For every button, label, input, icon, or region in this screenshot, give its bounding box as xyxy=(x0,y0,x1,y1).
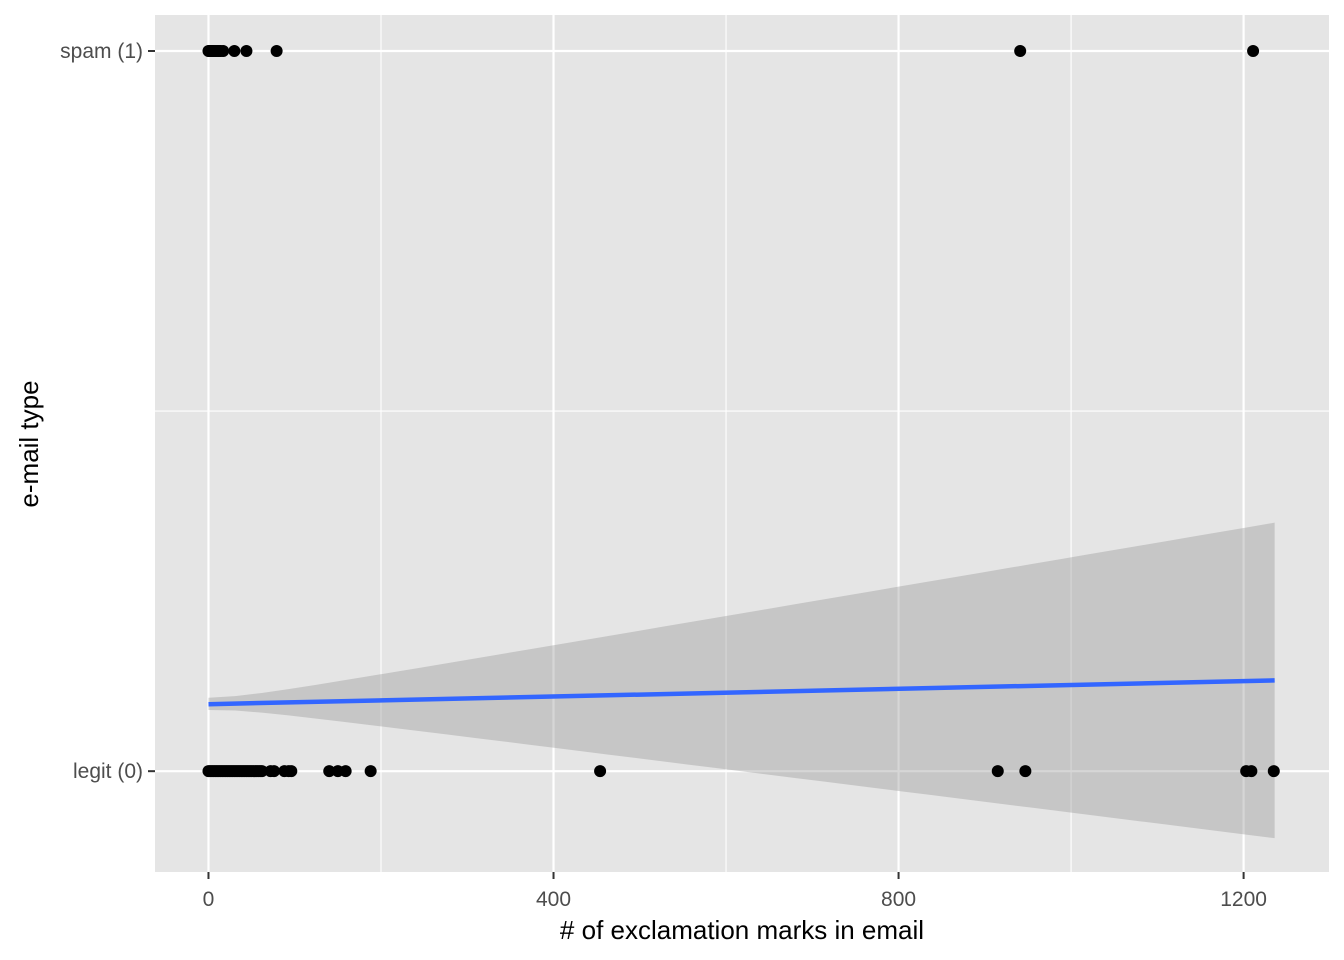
data-point xyxy=(364,765,377,778)
data-point xyxy=(1267,765,1280,778)
plot-panel xyxy=(155,15,1329,872)
y-axis-title: e-mail type xyxy=(14,380,44,507)
minor-gridlines xyxy=(155,15,1329,872)
data-point xyxy=(268,765,281,778)
data-point xyxy=(270,45,283,58)
data-point xyxy=(339,765,352,778)
x-axis-title: # of exclamation marks in email xyxy=(560,915,924,945)
data-point xyxy=(1245,765,1258,778)
confidence-band-layer xyxy=(208,522,1275,839)
data-point xyxy=(594,765,607,778)
data-point xyxy=(228,45,241,58)
data-point xyxy=(1247,45,1260,58)
x-tick-label: 400 xyxy=(536,888,571,911)
y-axis: legit (0) spam (1) xyxy=(60,40,155,783)
data-point xyxy=(240,45,253,58)
y-tick-label: spam (1) xyxy=(60,40,143,63)
data-point xyxy=(285,765,298,778)
data-point xyxy=(323,765,336,778)
x-tick-label: 1200 xyxy=(1220,888,1267,911)
x-axis: 0 400 800 1200 xyxy=(203,872,1267,911)
y-tick-label: legit (0) xyxy=(73,760,143,783)
major-gridlines xyxy=(155,15,1329,872)
data-point xyxy=(255,765,268,778)
data-point xyxy=(217,45,230,58)
data-point xyxy=(1019,765,1032,778)
data-points-layer xyxy=(202,45,1280,778)
confidence-band xyxy=(208,522,1275,839)
x-tick-label: 800 xyxy=(881,888,916,911)
data-point xyxy=(1014,45,1027,58)
x-tick-label: 0 xyxy=(203,888,215,911)
regression-line xyxy=(208,678,1275,707)
data-point xyxy=(991,765,1004,778)
regression-line-layer xyxy=(208,678,1275,707)
